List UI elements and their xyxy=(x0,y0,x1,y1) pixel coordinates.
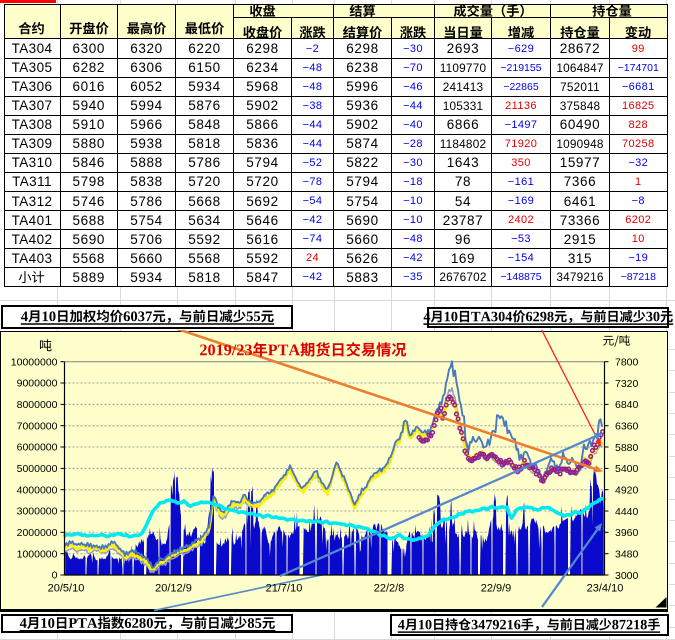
svg-text:4000000: 4000000 xyxy=(17,485,58,497)
svg-text:20/12/9: 20/12/9 xyxy=(155,583,192,595)
svg-text:9000000: 9000000 xyxy=(17,378,58,390)
svg-text:21/7/10: 21/7/10 xyxy=(266,583,303,595)
svg-text:7000000: 7000000 xyxy=(17,421,58,433)
svg-text:7320: 7320 xyxy=(615,378,639,390)
svg-text:3480: 3480 xyxy=(615,549,639,561)
svg-text:1000000: 1000000 xyxy=(17,549,58,561)
svg-text:0: 0 xyxy=(52,570,58,582)
svg-text:3960: 3960 xyxy=(615,527,639,539)
svg-text:4920: 4920 xyxy=(615,485,639,497)
svg-text:7800: 7800 xyxy=(615,357,639,369)
svg-text:3000: 3000 xyxy=(615,570,639,582)
svg-text:6360: 6360 xyxy=(615,421,639,433)
svg-text:20/5/10: 20/5/10 xyxy=(48,583,85,595)
svg-text:5400: 5400 xyxy=(615,463,639,475)
svg-text:5880: 5880 xyxy=(615,442,639,454)
svg-text:22/9/9: 22/9/9 xyxy=(481,583,512,595)
svg-text:5000000: 5000000 xyxy=(17,463,58,475)
svg-text:22/2/8: 22/2/8 xyxy=(374,583,405,595)
svg-text:23/4/10: 23/4/10 xyxy=(587,583,624,595)
svg-text:10000000: 10000000 xyxy=(11,357,58,369)
svg-text:8000000: 8000000 xyxy=(17,399,58,411)
svg-text:3000000: 3000000 xyxy=(17,506,58,518)
svg-text:2000000: 2000000 xyxy=(17,527,58,539)
svg-text:6000000: 6000000 xyxy=(17,442,58,454)
svg-text:6840: 6840 xyxy=(615,399,639,411)
svg-text:4440: 4440 xyxy=(615,506,639,518)
